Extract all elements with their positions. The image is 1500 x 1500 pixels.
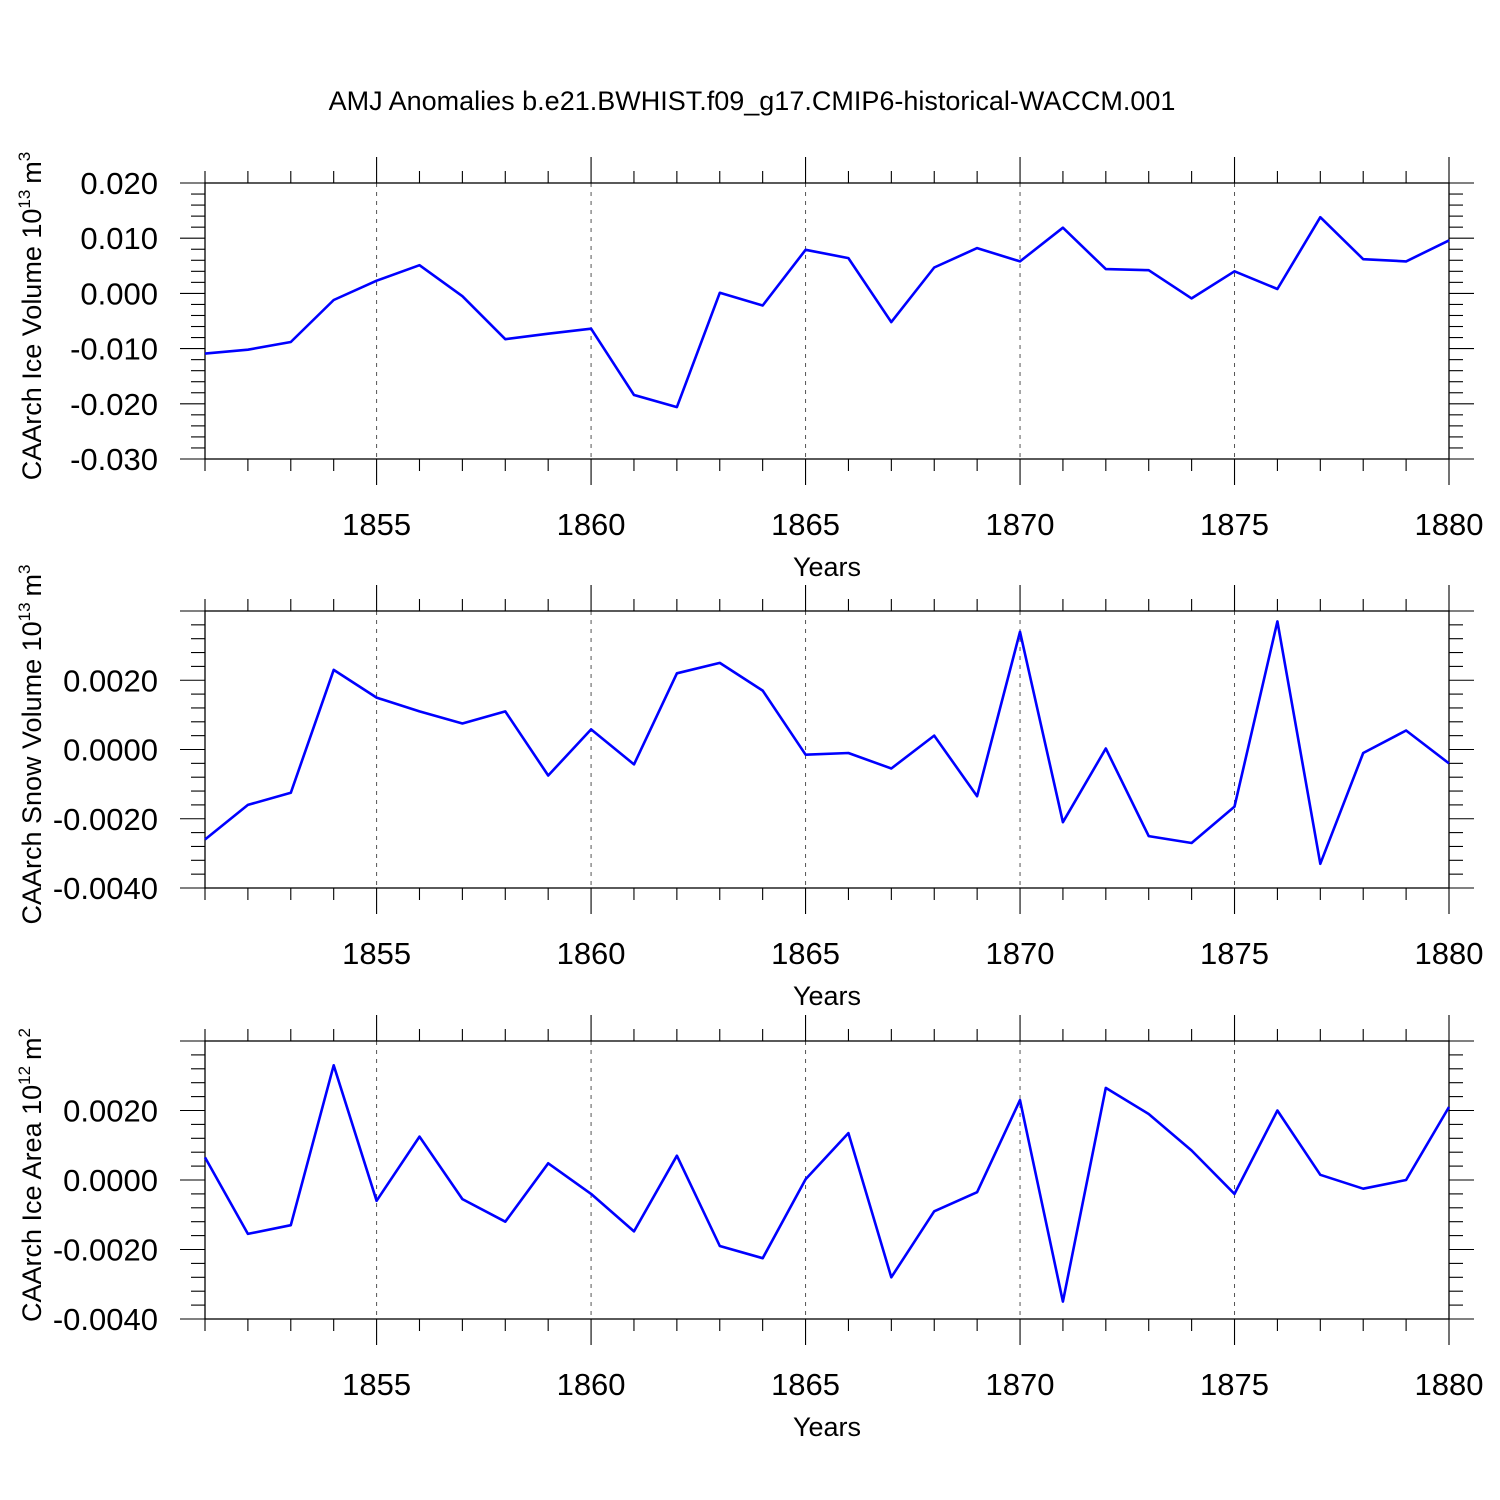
p2-y-tick-label: 0.0000 bbox=[63, 1163, 158, 1198]
p0-y-axis-label: CAArch Ice Volume 1013 m3 bbox=[15, 152, 47, 481]
p1-series-line bbox=[204, 620, 1450, 866]
p0-series-line bbox=[204, 215, 1450, 409]
p0-y-axis-label-unit-exponent: 3 bbox=[15, 152, 34, 161]
panel-ice-volume: -0.030 -0.020 -0.010 0.000 0.010 0.020 1855 186… bbox=[15, 152, 1483, 582]
panel-snow-volume: -0.0040 -0.0020 0.0000 0.0020 1855 1860 1865 18… bbox=[15, 564, 1483, 1011]
p0-y-axis-label-unit: m bbox=[17, 161, 47, 184]
chart-title: AMJ Anomalies b.e21.BWHIST.f09_g17.CMIP6… bbox=[329, 86, 1176, 116]
p1-y-tick-label: -0.0020 bbox=[53, 802, 158, 837]
p0-y-axis-label-exponent: 13 bbox=[15, 190, 34, 209]
p0-x-tick-label: 1865 bbox=[771, 507, 840, 542]
p2-y-axis-label-exponent: 12 bbox=[15, 1066, 34, 1085]
p0-y-tick-label: -0.020 bbox=[70, 387, 158, 422]
panel-ice-area: -0.0040 -0.0020 0.0000 0.0020 1855 1860 1865 18… bbox=[15, 1015, 1483, 1442]
p1-y-axis-label-text: CAArch Snow Volume 10 bbox=[17, 621, 47, 924]
p0-y-tick-label: 0.010 bbox=[80, 221, 158, 256]
p2-x-tick-label: 1870 bbox=[986, 1367, 1055, 1402]
p1-y-axis-label: CAArch Snow Volume 1013 m3 bbox=[15, 564, 47, 924]
p1-x-tick-label: 1870 bbox=[986, 936, 1055, 971]
p2-y-axis-label: CAArch Ice Area 1012 m2 bbox=[15, 1028, 47, 1322]
p1-x-tick-label: 1880 bbox=[1415, 936, 1484, 971]
p2-x-tick-label: 1860 bbox=[557, 1367, 626, 1402]
p2-x-tick-label: 1875 bbox=[1200, 1367, 1269, 1402]
p1-y-tick-label: 0.0020 bbox=[63, 663, 158, 698]
p0-x-tick-label: 1855 bbox=[342, 507, 411, 542]
p1-x-tick-label: 1860 bbox=[557, 936, 626, 971]
p1-y-axis-label-unit-exponent: 3 bbox=[15, 564, 34, 573]
p2-x-tick-label: 1865 bbox=[771, 1367, 840, 1402]
p0-y-tick-label: 0.020 bbox=[80, 166, 158, 201]
p2-x-tick-label: 1855 bbox=[342, 1367, 411, 1402]
p1-plot-frame bbox=[204, 610, 1450, 889]
p0-x-tick-label: 1880 bbox=[1415, 507, 1484, 542]
p2-y-axis-label-unit-exponent: 2 bbox=[15, 1028, 34, 1037]
p1-x-tick-label: 1855 bbox=[342, 936, 411, 971]
p1-x-axis-label: Years bbox=[793, 981, 861, 1011]
p1-x-tick-label: 1875 bbox=[1200, 936, 1269, 971]
p1-y-axis-label-unit: m bbox=[17, 574, 47, 597]
p1-x-tick-label: 1865 bbox=[771, 936, 840, 971]
p0-x-tick-label: 1870 bbox=[986, 507, 1055, 542]
p2-series-line bbox=[203, 1064, 1451, 1303]
p1-y-axis-label-exponent: 13 bbox=[15, 602, 34, 621]
p1-y-tick-label: -0.0040 bbox=[53, 871, 158, 906]
p0-x-tick-label: 1860 bbox=[557, 507, 626, 542]
p0-y-tick-label: 0.000 bbox=[80, 276, 158, 311]
p2-y-axis-label-unit: m bbox=[17, 1037, 47, 1060]
p2-y-tick-label: -0.0020 bbox=[53, 1233, 158, 1268]
p2-y-tick-label: 0.0020 bbox=[63, 1094, 158, 1129]
p0-plot-frame bbox=[204, 182, 1450, 460]
p0-y-tick-label: -0.030 bbox=[70, 442, 158, 477]
p0-y-tick-label: -0.010 bbox=[70, 332, 158, 367]
p2-x-tick-label: 1880 bbox=[1415, 1367, 1484, 1402]
p2-y-tick-label: -0.0040 bbox=[53, 1302, 158, 1337]
p0-x-axis-label: Years bbox=[793, 552, 861, 582]
p0-y-axis-label-text: CAArch Ice Volume 10 bbox=[17, 209, 47, 481]
p0-x-tick-label: 1875 bbox=[1200, 507, 1269, 542]
p1-y-tick-label: 0.0000 bbox=[63, 733, 158, 768]
p2-x-axis-label: Years bbox=[793, 1412, 861, 1442]
p2-y-axis-label-text: CAArch Ice Area 10 bbox=[17, 1085, 47, 1322]
